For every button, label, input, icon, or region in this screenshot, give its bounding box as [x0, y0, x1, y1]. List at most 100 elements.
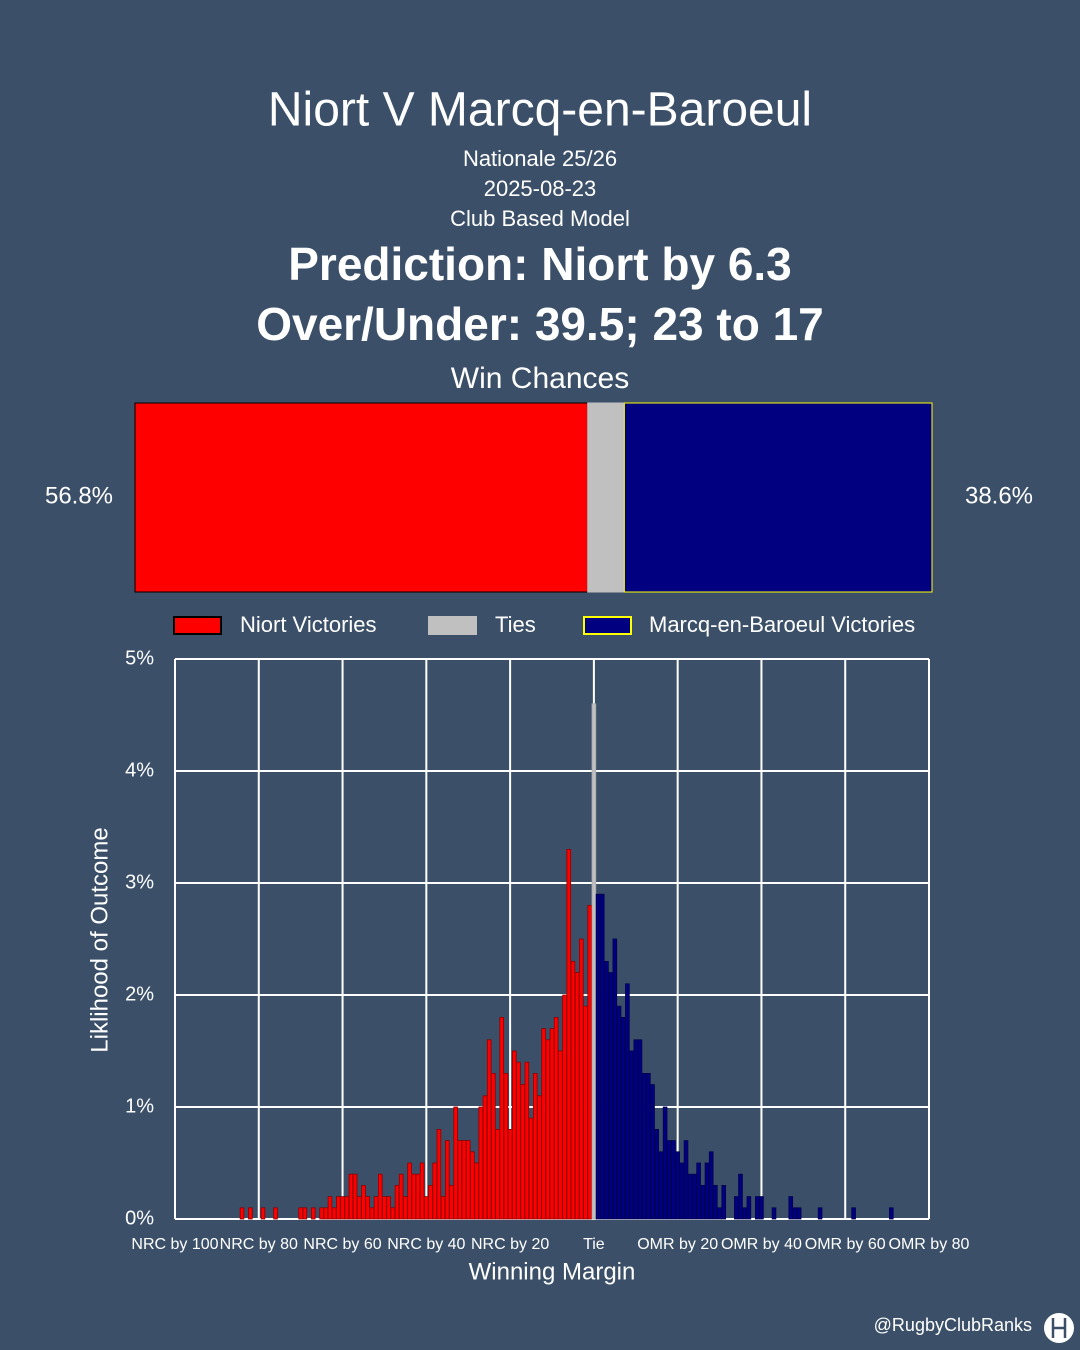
histogram-bar [348, 1173, 354, 1220]
histogram-bar [633, 1039, 639, 1220]
histogram-bar [528, 1117, 534, 1220]
histogram-bar [679, 1162, 685, 1220]
win-chances-title: Win Chances [451, 362, 629, 395]
histogram-bar [419, 1162, 425, 1220]
histogram-bar [650, 1084, 655, 1220]
win-chance-label: 38.6% [965, 482, 1033, 509]
histogram-bar [520, 1084, 525, 1220]
y-tick-label: 3% [125, 871, 154, 893]
histogram-bar [298, 1207, 303, 1220]
histogram-bar [620, 1017, 626, 1220]
x-tick-label: OMR by 40 [721, 1236, 802, 1253]
histogram-bar [599, 893, 605, 1220]
histogram-bar [340, 1196, 345, 1220]
x-tick-label: NRC by 100 [131, 1236, 218, 1253]
histogram-bar [336, 1196, 341, 1220]
histogram-bar [382, 1196, 387, 1220]
histogram-bar [260, 1207, 266, 1220]
legend-label: Marcq-en-Baroeul Victories [649, 612, 915, 637]
histogram-bar [583, 1005, 588, 1220]
histogram-bar [654, 1129, 660, 1220]
histogram-bar [357, 1196, 362, 1220]
y-tick-label: 0% [125, 1207, 154, 1229]
histogram-bar [424, 1196, 429, 1220]
histogram-bar [796, 1207, 802, 1220]
histogram-bar [637, 1039, 643, 1220]
histogram-bar [323, 1207, 329, 1220]
y-tick-label: 4% [125, 759, 154, 781]
win-chance-bar [134, 402, 589, 593]
histogram-bar [327, 1196, 333, 1220]
histogram-bar [361, 1185, 366, 1220]
histogram-bar [591, 703, 597, 1220]
histogram-bar [386, 1196, 391, 1220]
histogram-bar [759, 1196, 764, 1220]
histogram-bar [470, 1151, 475, 1220]
histogram-bar [365, 1196, 370, 1220]
histogram-bar [817, 1207, 823, 1220]
histogram-bar [641, 1073, 647, 1220]
histogram-bar [373, 1196, 379, 1220]
histogram-bar [541, 1028, 546, 1220]
histogram-bar [687, 1173, 693, 1220]
histogram-bar [499, 1017, 505, 1220]
histogram-bar [428, 1185, 433, 1220]
win-chance-label: 56.8% [45, 482, 113, 509]
histogram-bar [411, 1173, 417, 1220]
histogram-bar [696, 1162, 701, 1220]
histogram-bar [721, 1185, 727, 1220]
histogram-bar [478, 1106, 484, 1220]
histogram-bar [746, 1196, 752, 1220]
x-tick-label: NRC by 60 [303, 1236, 381, 1253]
histogram-bar [310, 1207, 316, 1220]
histogram-bar [532, 1073, 538, 1220]
histogram-bar [239, 1207, 245, 1220]
histogram-bar [889, 1207, 894, 1220]
histogram-bar [629, 1050, 634, 1220]
logo-mark [1051, 1318, 1067, 1338]
histogram-bar [595, 893, 601, 1220]
histogram-bar [754, 1196, 760, 1220]
win-chance-bar [623, 402, 933, 593]
histogram-bar [302, 1207, 308, 1220]
histogram-bar [549, 1028, 555, 1220]
histogram-bar [344, 1196, 350, 1220]
legend-label: Niort Victories [240, 612, 377, 637]
histogram-bar [331, 1207, 337, 1220]
histogram-bar [717, 1207, 722, 1220]
histogram-bar [457, 1140, 463, 1220]
histogram-bar [545, 1039, 551, 1220]
histogram-bar [708, 1151, 714, 1220]
histogram-bar [319, 1207, 324, 1220]
histogram-bar [440, 1196, 446, 1220]
histogram-bar [662, 1106, 668, 1220]
histogram-bar [553, 1017, 559, 1220]
legend-label: Ties [495, 612, 536, 637]
y-tick-label: 2% [125, 983, 154, 1005]
histogram-bar [604, 961, 609, 1220]
legend-swatch [428, 616, 477, 635]
histogram-bar [616, 1005, 622, 1220]
y-tick-label: 1% [125, 1095, 154, 1117]
histogram-bar [377, 1173, 383, 1220]
prediction: Prediction: Niort by 6.3 [288, 238, 792, 290]
histogram-bar [558, 1050, 563, 1220]
histogram-bar [608, 972, 613, 1220]
histogram-bar [436, 1129, 442, 1220]
x-tick-label: OMR by 80 [889, 1236, 970, 1253]
histogram-bar [625, 983, 630, 1220]
x-tick-label: NRC by 80 [220, 1236, 298, 1253]
histogram-bar [248, 1207, 253, 1220]
histogram-bar [495, 1129, 500, 1220]
histogram-bar [570, 961, 576, 1220]
histogram-bar [403, 1196, 408, 1220]
histogram-bar [444, 1140, 450, 1220]
histogram-bar [579, 938, 584, 1220]
histogram-bar [566, 849, 572, 1220]
y-axis-label: Liklihood of Outcome [86, 827, 113, 1052]
histogram-bar [516, 1061, 521, 1220]
histogram-bar [394, 1185, 400, 1220]
histogram-bar [390, 1207, 396, 1220]
histogram-bar [851, 1207, 856, 1220]
histogram-bar [658, 1151, 664, 1220]
